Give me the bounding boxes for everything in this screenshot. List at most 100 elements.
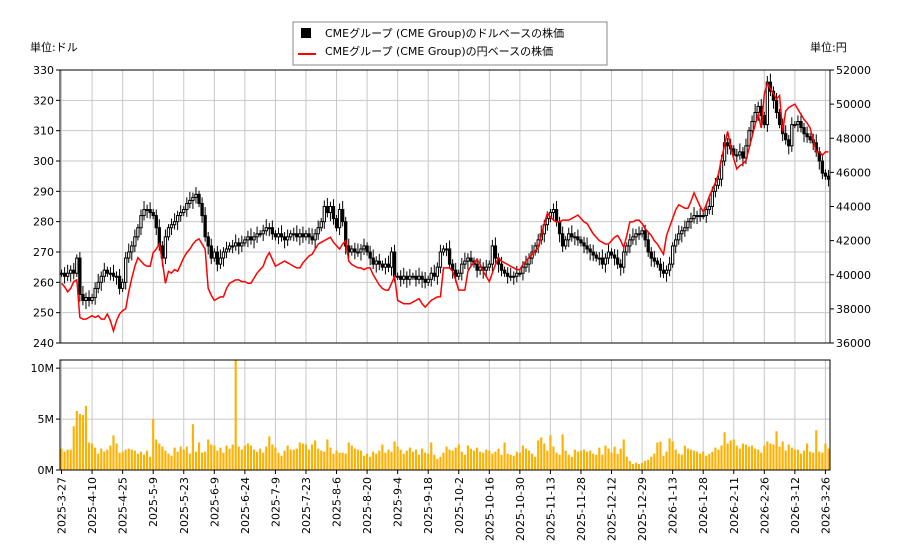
candle (96, 281, 100, 289)
volume-bar (231, 444, 234, 470)
volume-bar (311, 444, 314, 470)
volume-bar (405, 450, 408, 470)
volume-bar (378, 450, 381, 470)
volume-bar (500, 454, 503, 470)
candle (325, 206, 330, 214)
candle (777, 111, 782, 126)
candle (570, 233, 574, 238)
volume-bar (454, 447, 457, 470)
candle (640, 230, 644, 235)
volume-bar (598, 447, 601, 470)
volume-bar (91, 443, 94, 470)
candle (90, 297, 94, 302)
candle (114, 275, 119, 278)
candle (344, 221, 348, 247)
volume-bar (298, 442, 301, 470)
volume-bar (537, 440, 540, 470)
volume-bar (369, 456, 372, 470)
volume-bar (372, 451, 375, 470)
volume-bar (259, 448, 262, 470)
candle (243, 239, 247, 244)
candle (414, 275, 418, 280)
x-tick-label: 2026-3-26 (819, 477, 832, 534)
volume-bar (677, 453, 680, 470)
right-tick-label: 38000 (836, 303, 871, 316)
volume-bar (714, 447, 717, 470)
candle (258, 233, 262, 236)
candle (105, 269, 110, 274)
candle (365, 245, 369, 253)
candle (84, 297, 88, 302)
x-tick-label: 2025-5-23 (178, 477, 191, 534)
volume-bar (124, 449, 127, 470)
candle (295, 233, 299, 238)
volume-bar (582, 449, 586, 470)
candle (753, 111, 757, 123)
volume-bar (362, 455, 366, 470)
candle (735, 154, 739, 157)
volume-bar (338, 452, 341, 470)
candle (429, 272, 433, 280)
candle (102, 269, 106, 277)
left-tick-label: 280 (33, 216, 54, 229)
volume-bar (60, 448, 63, 470)
x-tick-label: 2025-9-18 (422, 477, 435, 534)
x-tick-label: 2025-8-20 (361, 477, 374, 534)
volume-bar (778, 446, 781, 470)
candle (444, 248, 449, 251)
candle (99, 275, 103, 283)
volume-bar (604, 445, 607, 470)
volume-bar (149, 456, 152, 470)
left-tick-label: 260 (33, 276, 54, 289)
candle (307, 233, 311, 238)
volume-bar (705, 455, 708, 470)
left-tick-label: 270 (33, 246, 54, 259)
candle (649, 251, 653, 259)
volume-bar (81, 415, 84, 470)
candle (677, 233, 681, 241)
candle (212, 251, 216, 259)
volume-bar (451, 450, 454, 470)
volume-bar (304, 444, 308, 470)
volume-bar (558, 454, 561, 470)
volume-bar (341, 452, 344, 470)
candle (509, 275, 513, 278)
candle (820, 160, 825, 174)
candle (285, 236, 290, 241)
x-tick-label: 2026-2-26 (758, 477, 771, 534)
candle (808, 136, 812, 141)
x-tick-label: 2025-8-6 (331, 477, 344, 527)
volume-bar (139, 451, 143, 470)
volume-bar (738, 448, 741, 470)
candle (790, 124, 794, 147)
candle (774, 99, 779, 113)
candle (380, 263, 385, 268)
volume-bar (112, 435, 115, 470)
volume-bar (824, 443, 827, 470)
candle (130, 245, 134, 253)
candle (69, 269, 73, 274)
volume-bar (66, 449, 69, 470)
candle (270, 227, 275, 235)
volume-bar (531, 453, 534, 470)
volume-bar (457, 444, 460, 470)
volume-bar (268, 436, 271, 470)
x-tick-label: 2025-10-2 (453, 477, 466, 534)
candle (438, 251, 443, 268)
volume-bar (555, 452, 558, 470)
candle (628, 239, 632, 247)
candle (255, 233, 259, 238)
candle (218, 257, 223, 265)
volume-bar (579, 450, 583, 470)
volume-bar (549, 435, 552, 470)
candle (582, 242, 586, 247)
volume-bar (665, 451, 668, 470)
candle (322, 206, 326, 223)
volume-bar (201, 452, 204, 470)
candle (411, 275, 415, 278)
candle (484, 266, 488, 271)
x-tick-label: 2025-4-10 (86, 477, 99, 534)
volume-tick-label: 0M (38, 464, 55, 477)
candle (634, 233, 638, 238)
volume-bar (176, 451, 179, 470)
